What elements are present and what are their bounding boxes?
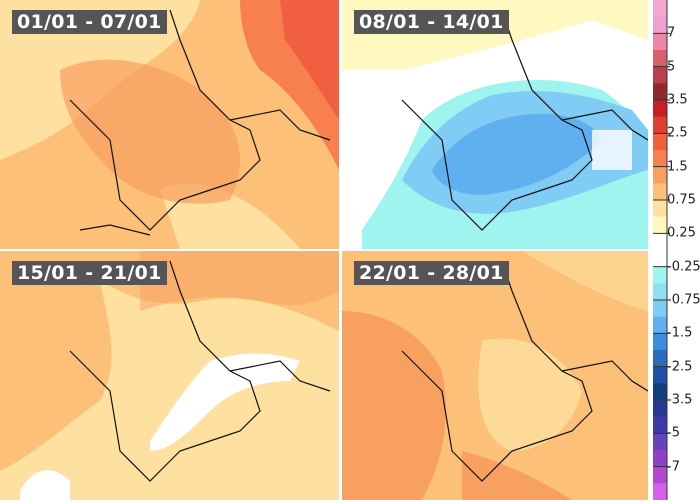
legend-tick-label: 5 [667,59,676,75]
legend-tick-label: -3.5 [667,392,693,408]
panel-title: 15/01 - 21/01 [12,261,167,285]
legend-tick-label: -2.5 [667,359,693,375]
map-week2 [342,0,648,249]
legend-color-cell [653,183,667,201]
map-panel-week2: 08/01 - 14/01 [342,0,648,249]
legend-tick-label: -5 [667,425,680,441]
legend-tick-label: 2.5 [667,125,688,141]
legend-tick-label: 0.25 [667,225,696,241]
legend-color-cell [653,50,667,68]
legend-color-cell [653,316,667,334]
legend-color-cell [653,216,667,234]
legend-color-cell [653,200,667,218]
legend-color-cell [653,283,667,301]
panel-title: 22/01 - 28/01 [354,261,509,285]
legend-color-cell [653,250,667,268]
legend-tick-label: -0.75 [667,292,700,308]
map-week4 [342,251,648,500]
legend-tick-label: 1.5 [667,159,688,175]
legend-tick-label: 7 [667,25,676,41]
legend-tick-label: -1.5 [667,325,693,341]
legend-color-cell [653,166,667,184]
color-scale-bar [653,0,670,501]
map-panel-week3: 15/01 - 21/01 [0,251,339,500]
legend-color-cell [653,100,667,118]
legend-tick-label: -0.25 [667,259,700,275]
legend-tick-label: -7 [667,459,680,475]
map-panel-week4: 22/01 - 28/01 [342,251,648,500]
legend-tick-label: 0.75 [667,192,696,208]
legend-color-cell [653,300,667,318]
legend-color-cell [653,400,667,418]
legend-color-cell [653,483,667,501]
map-week1 [0,0,339,249]
legend-color-cell [653,16,667,34]
legend-color-cell [653,233,667,251]
legend-color-cell [653,133,667,151]
legend-color-cell [653,83,667,101]
legend-color-cell [653,0,667,18]
legend-color-cell [653,116,667,134]
legend-tick-label: 3.5 [667,92,688,108]
legend-color-cell [653,66,667,84]
legend-color-cell [653,366,667,384]
map-panel-week1: 01/01 - 07/01 [0,0,339,249]
legend-color-cell [653,333,667,351]
legend-color-cell [653,150,667,168]
legend-color-cell [653,416,667,434]
legend-color-cell [653,466,667,484]
legend-color-cell [653,433,667,451]
map-week3 [0,251,339,500]
legend-color-cell [653,350,667,368]
legend-color-cell [653,383,667,401]
color-scale-legend: 7 5 3.5 2.5 1.5 0.75 0.25 -0.25 -0.75 -1.5 -2.5 -3.… [650,0,700,501]
legend-color-cell [653,450,667,468]
legend-color-cell [653,266,667,284]
panel-title: 01/01 - 07/01 [12,10,167,34]
legend-color-cell [653,33,667,51]
panel-title: 08/01 - 14/01 [354,10,509,34]
